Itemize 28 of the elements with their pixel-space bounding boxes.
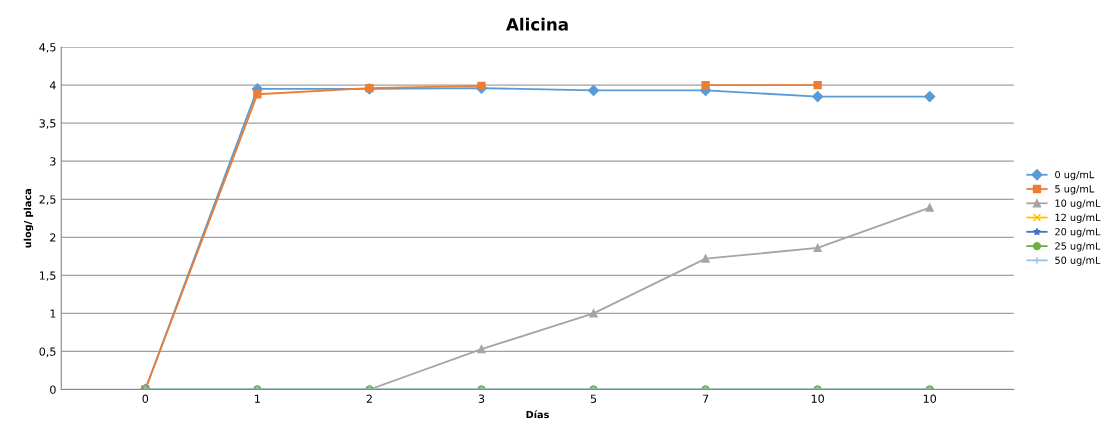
legend-label: 50 ug/mL — [1055, 256, 1101, 266]
y-tick-label: 0,5 — [39, 347, 56, 357]
legend-label: 12 ug/mL — [1055, 213, 1101, 223]
x-axis-title: Días — [526, 410, 549, 419]
x-tick-label: 3 — [478, 394, 485, 403]
y-axis-title: ulog/ placa — [23, 189, 34, 248]
y-tick-label: 0 — [50, 385, 56, 394]
y-tick-label: 1 — [50, 309, 56, 318]
legend-label: 10 ug/mL — [1055, 199, 1101, 209]
y-tick-label: 1,5 — [39, 271, 56, 281]
legend-label: 5 ug/mL — [1055, 185, 1095, 195]
x-tick-label: 10 — [811, 394, 824, 403]
y-tick-label: 2 — [50, 233, 56, 242]
legend-label: 25 ug/mL — [1055, 242, 1101, 252]
x-tick-label: 0 — [142, 394, 149, 403]
x-tick-label: 10 — [923, 394, 937, 403]
x-tick-label: 7 — [702, 394, 709, 403]
y-tick-label: 4,5 — [39, 43, 56, 53]
x-tick-label: 1 — [255, 394, 260, 403]
x-tick-label: 5 — [590, 394, 597, 403]
legend-label: 20 ug/mL — [1055, 228, 1101, 238]
legend-label: 0 ug/mL — [1055, 170, 1095, 181]
y-tick-label: 4 — [49, 81, 56, 90]
y-tick-label: 3,5 — [39, 119, 56, 129]
y-tick-label: 3 — [50, 157, 56, 166]
y-tick-label: 2,5 — [39, 195, 56, 205]
chart-title: Alicina — [506, 17, 568, 31]
x-tick-label: 2 — [366, 394, 372, 403]
